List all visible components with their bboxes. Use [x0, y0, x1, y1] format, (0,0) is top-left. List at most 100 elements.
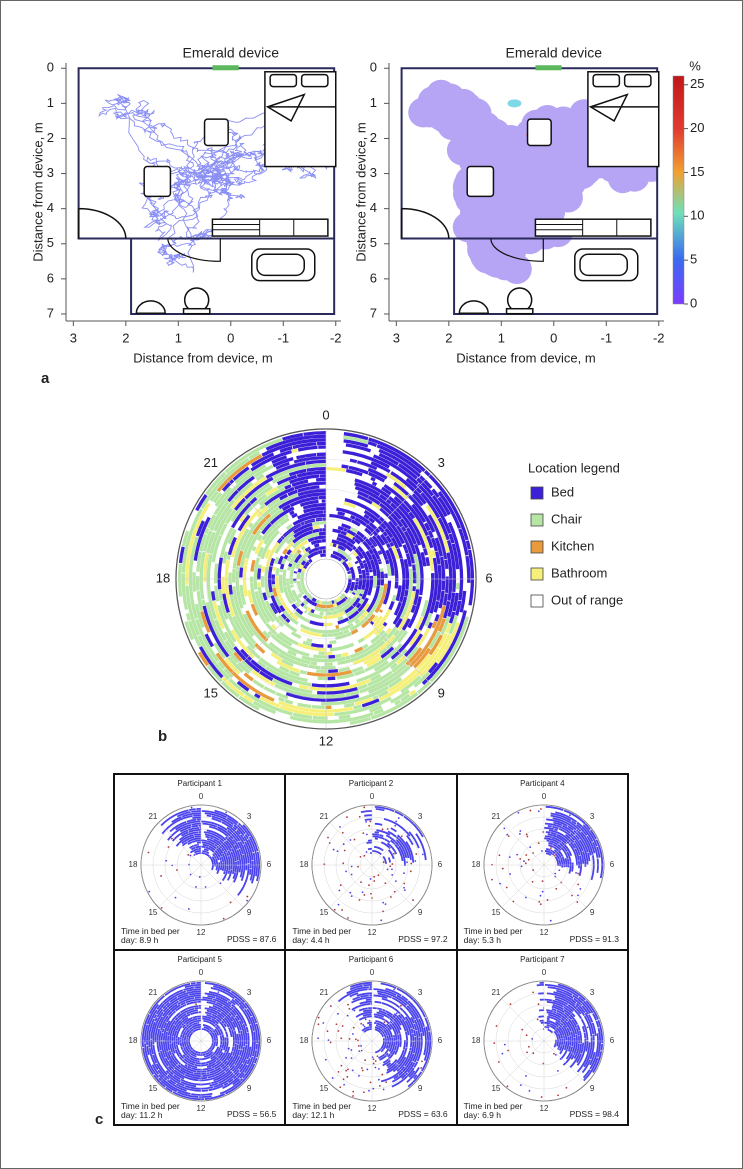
location-arc — [367, 670, 393, 687]
bed-arc — [233, 865, 240, 883]
other-location — [410, 870, 413, 873]
location-arc — [279, 597, 284, 602]
other-location — [549, 847, 552, 849]
location-arc — [380, 646, 395, 659]
participant-cell: 0 3 6 9 12 15 18 21 Participant 5 Time in bed per… — [114, 949, 286, 1125]
x-tick-label: 3 — [393, 330, 400, 345]
location-arc — [407, 596, 422, 629]
location-arc — [248, 451, 261, 460]
location-arc — [271, 455, 288, 464]
location-arc — [336, 672, 355, 680]
bed-arc — [202, 996, 213, 1000]
bed-arc — [575, 1002, 586, 1013]
location-arc — [343, 629, 350, 635]
location-arc — [297, 593, 303, 599]
location-arc — [350, 514, 356, 520]
other-location — [350, 1056, 353, 1059]
location-arc — [257, 546, 265, 558]
bed — [264, 71, 337, 168]
location-arc — [198, 646, 224, 679]
bed-arc — [595, 839, 603, 879]
bed-arc — [177, 989, 202, 998]
bed-arc — [162, 993, 189, 1012]
other-location — [362, 1023, 365, 1026]
bed-arc — [215, 1037, 219, 1046]
location-arc — [382, 531, 389, 537]
bed-arc — [221, 1034, 225, 1048]
location-arc — [386, 563, 392, 576]
location-arc — [404, 633, 423, 658]
other-location — [147, 851, 150, 854]
bed-arc — [570, 1054, 575, 1060]
bed-arc — [159, 1050, 169, 1067]
location-arc — [306, 466, 327, 472]
bed-arc — [191, 824, 199, 828]
door-swing — [400, 207, 450, 239]
bed-arc — [213, 984, 248, 1009]
location-arc — [403, 558, 410, 590]
bed-arc — [169, 1042, 174, 1052]
hour-label: 12 — [539, 928, 548, 937]
device — [535, 65, 562, 71]
location-arc — [239, 533, 255, 568]
other-location — [229, 901, 232, 904]
other-location — [362, 1069, 364, 1071]
bed-arc — [148, 1017, 155, 1048]
location-arc — [329, 607, 336, 612]
bed-arc — [363, 1012, 372, 1017]
location-arc — [288, 563, 293, 568]
bed-arc — [374, 1012, 385, 1018]
other-location — [555, 887, 557, 890]
bed-arc — [544, 835, 552, 839]
location-arc — [349, 632, 389, 659]
x-axis-label: Distance from device, m — [133, 350, 272, 365]
hour-label: 12 — [197, 928, 206, 937]
bed-arc — [566, 851, 571, 862]
bed-arc — [576, 821, 594, 842]
bed-arc — [244, 841, 252, 869]
location-arc — [250, 603, 259, 616]
bed-arc — [214, 1027, 220, 1036]
location-arc — [233, 646, 261, 673]
location-arc — [350, 526, 359, 534]
location-arc — [395, 524, 416, 564]
location-arc — [299, 627, 322, 637]
bed-arc — [363, 1027, 373, 1033]
bed-arc — [248, 836, 258, 877]
bed-arc — [551, 825, 559, 830]
other-location — [530, 1037, 533, 1040]
location-arc — [314, 606, 330, 612]
location-arc — [372, 615, 384, 627]
location-arc — [370, 692, 419, 720]
bed-arc — [543, 826, 554, 830]
bed-arc — [162, 1021, 168, 1029]
other-location — [317, 1036, 320, 1039]
other-location — [246, 899, 248, 902]
other-location — [370, 878, 372, 880]
hour-label: 15 — [320, 908, 329, 917]
other-location — [385, 1080, 388, 1083]
location-arc — [401, 618, 411, 631]
bed-arc — [186, 1000, 197, 1005]
other-location — [537, 842, 540, 845]
location-arc — [242, 613, 280, 656]
location-arc — [352, 589, 357, 594]
bed-arc — [396, 836, 410, 859]
location-arc — [442, 593, 448, 606]
bed-arc — [189, 1048, 197, 1055]
location-arc — [363, 615, 369, 621]
location-arc — [264, 486, 295, 506]
bed-arc — [168, 1049, 172, 1055]
location-arc — [369, 673, 382, 682]
location-arc — [366, 585, 380, 613]
other-location — [524, 854, 527, 856]
location-arc — [297, 585, 302, 590]
bed-arc — [245, 1026, 249, 1032]
location-arc — [343, 547, 347, 552]
location-arc — [332, 543, 337, 548]
sink — [135, 300, 166, 315]
plot-title: Emerald device — [183, 45, 280, 61]
bed-arc — [587, 1013, 593, 1022]
location-arc — [419, 475, 433, 490]
other-location — [349, 1037, 351, 1040]
